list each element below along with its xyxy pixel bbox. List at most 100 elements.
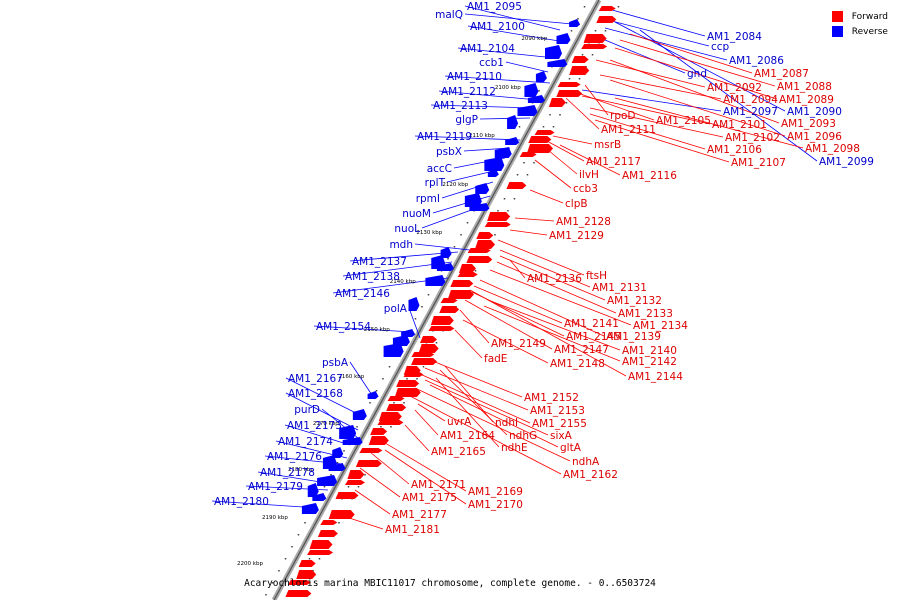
connector-am1-2133 xyxy=(496,261,617,314)
forward-gene-block xyxy=(557,82,581,87)
forward-gene-block xyxy=(583,34,607,43)
gene-label-am1-2142: AM1_2142 xyxy=(622,356,677,368)
chromosome-backbone xyxy=(271,0,602,600)
position-dot xyxy=(312,570,314,572)
connector-am1-2140 xyxy=(487,299,621,351)
reverse-gene-block xyxy=(328,463,346,471)
reverse-gene-block xyxy=(339,425,357,439)
connector-ccb3 xyxy=(534,159,572,189)
reverse-gene-block xyxy=(367,391,379,399)
connector-am1-2149 xyxy=(459,309,490,344)
connector-am1-2177 xyxy=(354,489,391,515)
gene-label-rplt: rplT xyxy=(425,177,446,189)
forward-gene-block xyxy=(298,560,316,567)
gene-label-am1-2110: AM1_2110 xyxy=(447,71,502,83)
forward-gene-block xyxy=(378,412,402,421)
gene-label-am1-2175: AM1_2175 xyxy=(402,492,457,504)
connector-am1-2170 xyxy=(384,449,467,505)
connector-am1-2106 xyxy=(589,113,706,150)
forward-gene-block xyxy=(528,136,552,143)
gene-label-am1-2178: AM1_2178 xyxy=(260,467,315,479)
connector-am1-2095 xyxy=(464,5,561,31)
forward-gene-block xyxy=(411,352,435,357)
connector-am1-2136 xyxy=(509,259,526,279)
gene-label-am1-2162: AM1_2162 xyxy=(563,469,618,481)
position-dot xyxy=(414,318,417,320)
gene-label-am1-2180: AM1_2180 xyxy=(214,496,269,508)
reverse-gene-block xyxy=(401,329,416,337)
forward-gene-block xyxy=(418,344,439,353)
gene-label-ccp: ccp xyxy=(711,41,730,53)
reverse-gene-block xyxy=(301,503,319,514)
connector-am1-2105 xyxy=(574,91,655,121)
gene-label-nuom: nuoM xyxy=(402,208,431,220)
reverse-gene-block xyxy=(484,157,505,171)
legend-reverse-label: Reverse xyxy=(851,26,888,37)
position-dot xyxy=(466,222,469,224)
position-dot xyxy=(416,378,418,380)
reverse-gene-block xyxy=(317,475,338,486)
forward-gene-block xyxy=(287,580,311,585)
connector-am1-2131 xyxy=(499,249,591,288)
gene-label-rpmi: rpmI xyxy=(416,193,440,205)
position-dot xyxy=(356,426,358,428)
forward-gene-block xyxy=(467,248,491,253)
gene-label-gnd: gnd xyxy=(687,68,707,80)
connector-am1-2171 xyxy=(369,451,410,485)
forward-gene-block xyxy=(368,436,389,445)
gene-label-am1-2086: AM1_2086 xyxy=(729,55,784,67)
gene-label-am1-2129: AM1_2129 xyxy=(549,230,604,242)
forward-gene-block xyxy=(430,316,454,325)
position-dot xyxy=(284,558,287,560)
gene-label-am1-2113: AM1_2113 xyxy=(433,100,488,112)
connector-am1-2119 xyxy=(414,135,521,141)
position-dot xyxy=(494,234,496,236)
forward-gene-block xyxy=(527,144,553,153)
connector-am1-2100 xyxy=(467,25,566,43)
reverse-gene-block xyxy=(556,33,571,44)
forward-gene-block xyxy=(285,590,312,597)
forward-gene-block xyxy=(548,98,566,107)
position-dot xyxy=(617,6,620,8)
gene-label-am1-2131: AM1_2131 xyxy=(592,282,647,294)
position-dot xyxy=(526,174,529,176)
connector-am1-2107 xyxy=(594,119,730,163)
forward-gene-block xyxy=(519,152,537,157)
gene-label-accc: accC xyxy=(427,163,452,175)
gene-label-am1-2144: AM1_2144 xyxy=(628,371,683,383)
position-dot xyxy=(382,378,384,380)
position-dot xyxy=(513,198,516,200)
connector-am1-2117 xyxy=(544,139,585,162)
gene-label-am1-2107: AM1_2107 xyxy=(731,157,786,169)
forward-gene-block xyxy=(440,298,458,303)
gene-label-am1-2098: AM1_2098 xyxy=(805,143,860,155)
position-dot xyxy=(474,270,477,272)
reverse-gene-block xyxy=(464,193,482,207)
position-dot xyxy=(460,234,462,236)
reverse-gene-block xyxy=(517,105,538,116)
reverse-gene-block xyxy=(383,343,404,357)
position-dot xyxy=(347,486,350,488)
gene-label-am1-2099: AM1_2099 xyxy=(819,156,874,168)
forward-gene-block xyxy=(387,396,405,401)
gene-label-fade: fadE xyxy=(484,353,507,365)
connector-am1-2087 xyxy=(629,33,753,74)
position-dot xyxy=(357,486,360,488)
gene-label-am1-2174: AM1_2174 xyxy=(278,436,333,448)
gene-label-am1-2164: AM1_2164 xyxy=(440,430,495,442)
position-dot xyxy=(538,90,540,92)
gene-label-am1-2095: AM1_2095 xyxy=(467,1,522,13)
forward-gene-block xyxy=(370,428,388,435)
forward-gene-block xyxy=(571,56,589,63)
connector-am1-2110 xyxy=(444,75,551,84)
kbp-tick-9: 2170 kbp xyxy=(313,421,339,427)
position-dot xyxy=(403,402,405,404)
forward-gene-block xyxy=(355,460,382,467)
connector-am1-2097 xyxy=(581,89,722,112)
kbp-tick-labels: 2090 kbp 2100 kbp 2110 kbp 2120 kbp 2130 kbp… xyxy=(237,36,548,567)
gene-label-am1-2154: AM1_2154 xyxy=(316,321,371,333)
position-dot xyxy=(565,102,568,104)
connector-am1-2173 xyxy=(284,424,351,446)
reverse-gene-block xyxy=(436,263,454,271)
forward-gene-block xyxy=(386,404,407,411)
